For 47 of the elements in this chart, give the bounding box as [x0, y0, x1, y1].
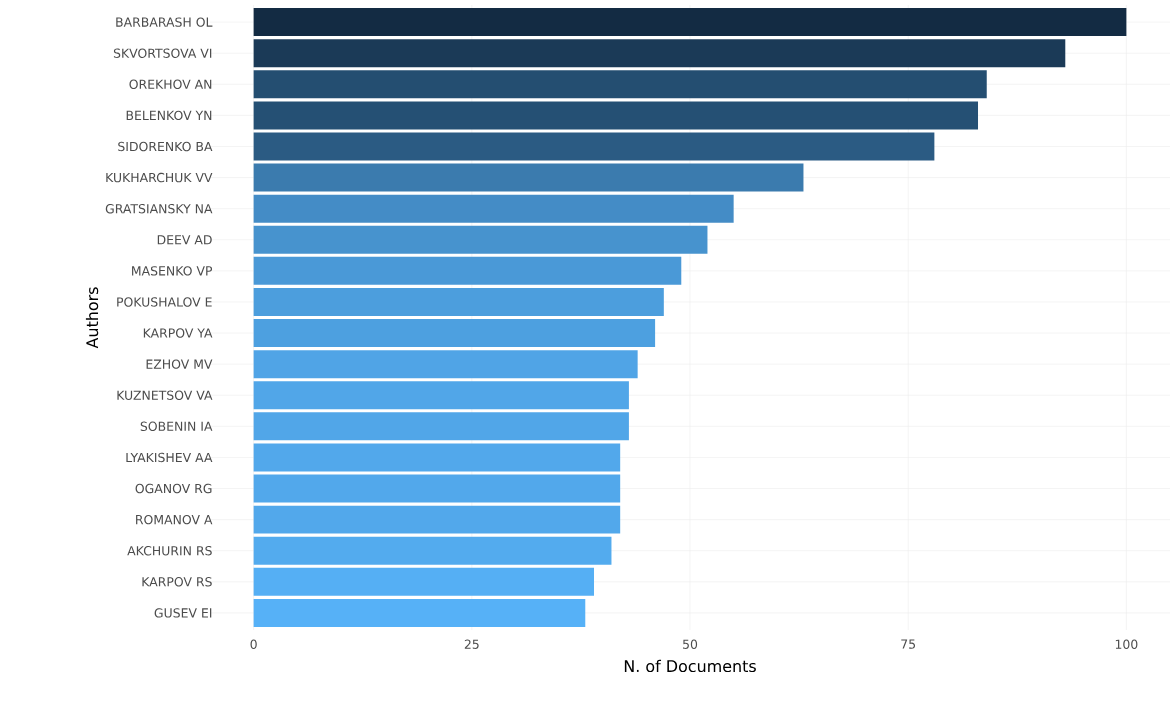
y-tick-label: POKUSHALOV E — [117, 297, 212, 307]
x-tick-label: 50 — [683, 639, 698, 649]
bar — [253, 412, 629, 441]
y-tick-label: GRATSIANSKY NA — [105, 203, 213, 214]
y-tick-label: MASENKO VP — [132, 266, 213, 276]
y-tick-label: SKVORTSOVA VI — [113, 48, 212, 58]
bar — [253, 39, 1066, 68]
y-tick-label: EZHOV MV — [146, 359, 213, 369]
bar — [253, 225, 708, 254]
y-tick-label: SOBENIN IA — [140, 421, 213, 432]
bar — [253, 163, 804, 192]
x-axis-title: N. of Documents — [624, 659, 756, 673]
y-tick-label: OGANOV RG — [135, 483, 212, 494]
bar — [253, 474, 621, 503]
y-tick-label: KUKHARCHUK VV — [106, 172, 213, 183]
bar — [253, 598, 586, 627]
x-tick-label: 25 — [464, 639, 479, 649]
y-tick-label: DEEV AD — [157, 235, 212, 245]
bar — [253, 319, 656, 348]
y-tick-label: BELENKOV YN — [126, 110, 212, 121]
y-tick-label: AKCHURIN RS — [127, 546, 212, 556]
bar — [253, 381, 629, 410]
x-tick-label: 100 — [1115, 639, 1138, 649]
bar — [253, 567, 594, 596]
y-tick-label: LYAKISHEV AA — [126, 452, 213, 463]
bar — [253, 443, 621, 472]
bar — [253, 8, 1127, 37]
y-tick-label: OREKHOV AN — [129, 79, 212, 89]
y-tick-label: BARBARASH OL — [116, 17, 213, 27]
y-tick-label: SIDORENKO BA — [118, 141, 213, 152]
y-tick-label: KARPOV RS — [142, 577, 212, 587]
x-tick-label: 75 — [901, 639, 916, 649]
y-tick-label: KARPOV YA — [143, 328, 213, 338]
bar — [253, 536, 612, 565]
y-tick-label: ROMANOV A — [136, 514, 213, 525]
y-axis-title: Authors — [85, 287, 99, 349]
y-tick-label: GUSEV EI — [154, 608, 212, 618]
y-tick-label: KUZNETSOV VA — [117, 390, 213, 400]
bar — [253, 132, 935, 161]
bar — [253, 101, 979, 130]
bar — [253, 256, 682, 285]
x-tick-label: 0 — [250, 639, 257, 649]
bar — [253, 287, 664, 316]
bar — [253, 350, 638, 379]
bar — [253, 505, 621, 534]
bar — [253, 194, 734, 223]
bar — [253, 70, 987, 99]
